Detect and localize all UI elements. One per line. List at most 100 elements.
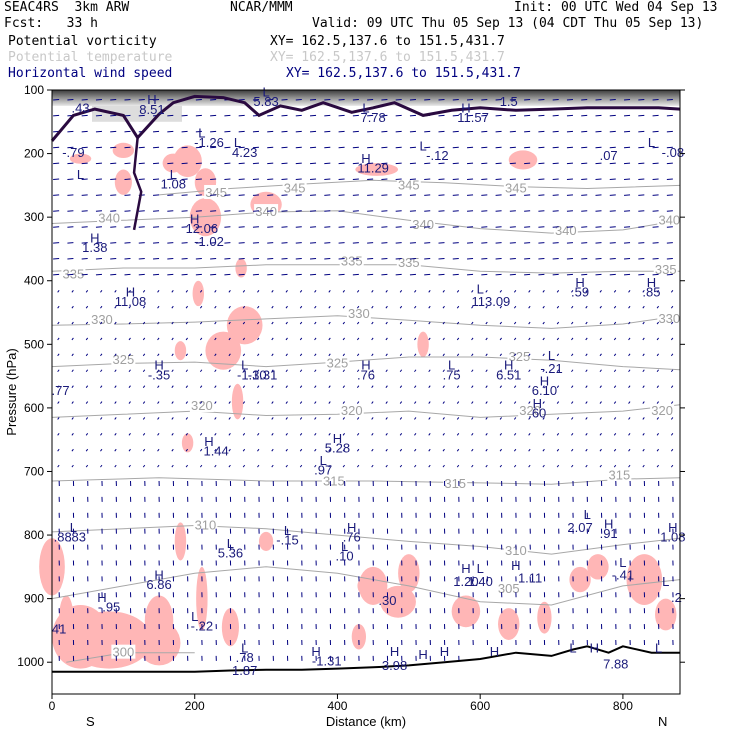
wind-vector — [609, 114, 616, 117]
wind-vector — [424, 162, 431, 165]
wind-vector — [581, 210, 588, 212]
wind-vector — [242, 433, 246, 436]
wind-vector — [228, 289, 231, 293]
wind-vector — [295, 226, 302, 228]
wind-vector — [371, 448, 374, 452]
wind-vector — [599, 385, 602, 388]
wind-vector — [338, 273, 345, 276]
stratosphere-shading-layer — [52, 90, 680, 122]
wind-vector — [414, 289, 417, 293]
wind-vector — [242, 385, 246, 388]
wind-vector — [138, 210, 145, 212]
wind-vector — [566, 194, 573, 196]
wind-vector — [71, 353, 74, 357]
wind-vector — [428, 433, 431, 436]
wind-vector — [367, 162, 374, 165]
wind-vector — [157, 401, 160, 404]
wind-vector — [100, 401, 103, 404]
wind-vector — [310, 273, 317, 276]
wind-vector — [442, 464, 445, 468]
wind-vector — [157, 464, 160, 468]
wind-vector — [438, 210, 445, 212]
wind-vector — [57, 289, 60, 293]
wind-vector — [57, 353, 60, 357]
wind-vector — [138, 178, 145, 181]
low-marker: L — [77, 167, 84, 182]
wind-vector — [513, 321, 517, 325]
wind-vector — [499, 385, 502, 388]
theta-label: 300 — [113, 645, 135, 660]
theta-label-bg — [657, 212, 682, 227]
wind-vector — [81, 226, 88, 228]
wind-vector — [467, 210, 474, 212]
wind-vector — [181, 273, 188, 276]
wind-vector — [638, 114, 645, 117]
wind-vector — [95, 162, 102, 165]
wind-vector — [153, 226, 160, 228]
wind-vector — [666, 242, 673, 244]
pv-value-label: -.22 — [191, 618, 213, 633]
pv-region — [258, 531, 274, 551]
wind-vector — [571, 369, 574, 373]
axes-layer: 100 200 300 400 500 600 700 800 900 1000 0 200 400 60… — [17, 83, 685, 713]
wind-vector — [85, 401, 89, 404]
wind-vector — [528, 305, 531, 309]
high-marker: H — [490, 644, 499, 659]
wind-vector — [467, 162, 474, 165]
wind-vector — [452, 162, 459, 165]
x-end-label-right: N — [658, 714, 667, 729]
wind-vector — [471, 433, 474, 436]
wind-vector — [157, 448, 160, 452]
high-marker: H — [154, 358, 163, 373]
high-marker: H — [504, 358, 513, 373]
wind-vector — [342, 401, 345, 404]
wind-vector — [85, 337, 89, 341]
wind-vector — [528, 385, 531, 388]
wind-vector — [285, 464, 288, 468]
wind-vector — [100, 385, 103, 388]
wind-vector — [124, 146, 131, 149]
wind-vector — [57, 464, 60, 468]
wind-vector — [238, 114, 245, 117]
high-marker: H — [418, 647, 427, 662]
x-end-label-left: S — [86, 714, 95, 729]
theta-label-bg — [254, 204, 279, 219]
wind-vector — [566, 273, 573, 276]
wind-vector — [128, 448, 131, 452]
wind-vector — [324, 178, 331, 181]
wind-vector — [299, 321, 303, 325]
wind-vector — [438, 99, 445, 101]
wind-vector — [595, 130, 602, 133]
wind-vector — [442, 305, 445, 309]
wind-vector — [428, 305, 431, 309]
wind-vector — [171, 337, 174, 341]
wind-vector — [210, 178, 217, 181]
wind-vector — [81, 242, 88, 244]
pv-value-label: 11.08 — [115, 294, 147, 309]
wind-vector — [185, 464, 188, 468]
wind-vector — [228, 305, 231, 309]
wind-vector — [167, 273, 174, 276]
wind-vector — [228, 448, 231, 452]
wind-vector — [652, 242, 659, 244]
wind-vector — [481, 162, 488, 165]
wind-vector — [338, 178, 345, 181]
wind-vector — [371, 464, 374, 468]
wind-vector — [509, 162, 516, 165]
wind-vector — [542, 385, 545, 388]
wind-vector — [181, 210, 188, 212]
wind-vector — [195, 242, 202, 244]
wind-vector — [181, 178, 188, 181]
wind-vector — [509, 257, 516, 260]
wind-vector — [228, 321, 231, 325]
theta-label-bg — [653, 261, 678, 276]
high-marker: H — [390, 644, 399, 659]
wind-vector — [214, 289, 217, 293]
wind-vector — [424, 242, 431, 244]
wind-vector — [171, 385, 174, 388]
wind-vector — [414, 337, 417, 341]
wind-vector — [371, 337, 374, 341]
wind-vector — [281, 162, 288, 165]
wind-vector — [299, 448, 303, 452]
wind-vector — [456, 369, 460, 373]
